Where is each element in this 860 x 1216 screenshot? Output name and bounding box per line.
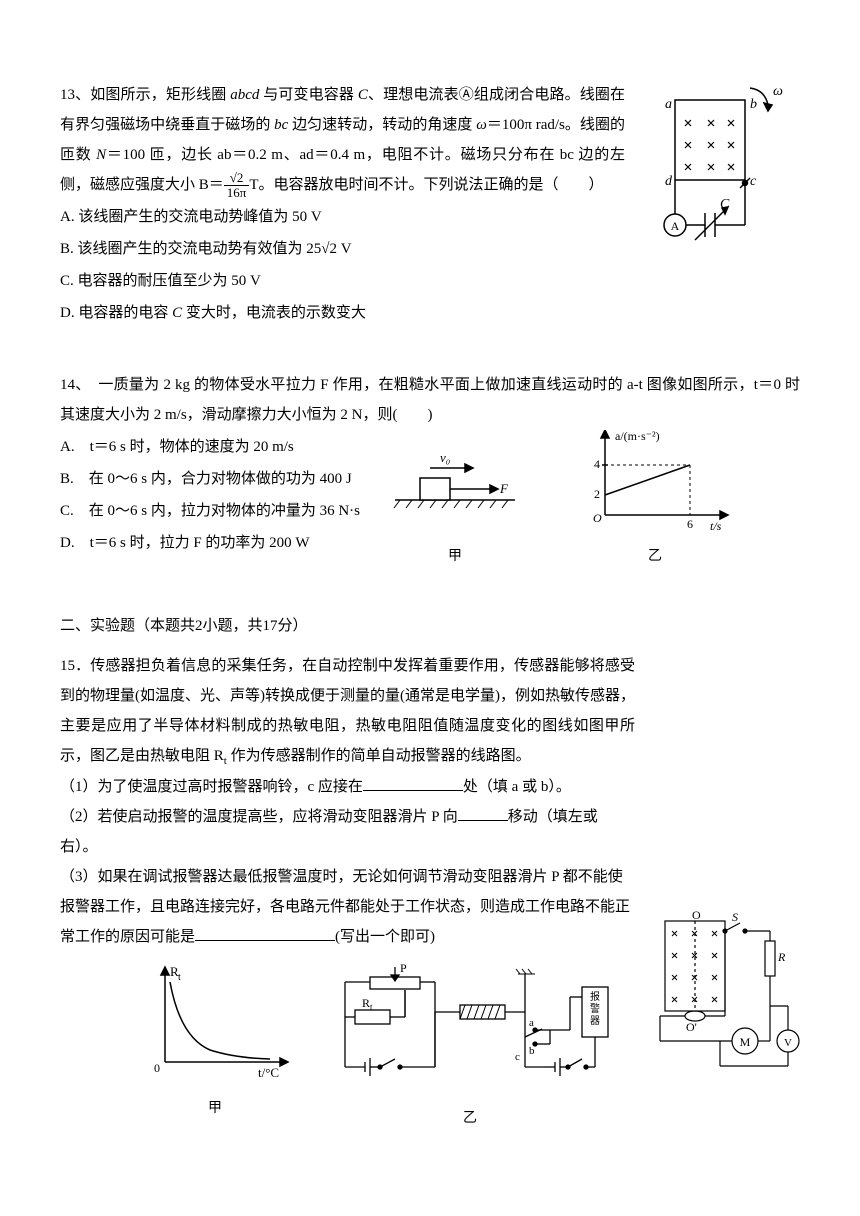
q15-sub2: （2）若使启动报警的温度提高些，应将滑动变阻器滑片 P 向移动（填左或右）。 [60,802,800,862]
q14-option-d: D. t＝6 s 时，拉力 F 的功率为 200 W [60,528,390,558]
svg-text:c: c [515,1051,520,1063]
blank-input[interactable] [195,922,335,941]
svg-text:V: V [784,1037,792,1049]
svg-text:C: C [720,197,730,212]
svg-text:v₀: v₀ [440,450,450,465]
svg-text:R: R [777,950,786,964]
q13-circuit-figure: ω a b d c [640,80,800,271]
svg-text:a/(m·s⁻²): a/(m·s⁻²) [615,430,660,443]
question-13: ω a b d c [60,80,800,330]
q14-text: 14、 一质量为 2 kg 的物体受水平拉力 F 作用，在粗糙水平面上做加速直线… [60,370,800,430]
svg-text:t/s: t/s [710,519,722,530]
q13-number: 13、 [60,87,90,103]
svg-text:O: O [593,511,602,525]
svg-text:F: F [499,481,509,496]
q15-caption-yi: 乙 [330,1105,610,1133]
q14-option-c: C. 在 0～6 s 内，拉力对物体的冲量为 36 N·s [60,496,390,526]
q14-option-a: A. t＝6 s 时，物体的速度为 20 m/s [60,432,390,462]
svg-text:a: a [665,97,672,112]
svg-text:O: O [692,911,701,922]
question-14: 14、 一质量为 2 kg 的物体受水平拉力 F 作用，在粗糙水平面上做加速直线… [60,370,800,571]
q14-caption-yi: 乙 [580,543,730,571]
blank-input[interactable] [363,772,463,791]
svg-text:6: 6 [687,517,693,530]
q14-number: 14、 [60,377,83,393]
section-2-title: 二、实验题（本题共2小题，共17分） [60,611,800,641]
svg-text:b: b [750,97,757,112]
q14-figure-yi: a/(m·s⁻²) t/s O 2 4 6 乙 [580,430,730,571]
q15-figure-jia: R t t/°C 0 甲 [140,962,290,1133]
svg-text:4: 4 [594,457,600,471]
q15-figure-yi: R t P [330,962,610,1133]
svg-text:b: b [529,1045,535,1057]
q15-number: 15． [60,658,90,674]
q15-caption-jia: 甲 [140,1095,290,1123]
q13-option-d: D. 电容器的电容 C 变大时，电流表的示数变大 [60,298,800,328]
q15-sub1: （1）为了使温度过高时报警器响铃，c 应接在处（填 a 或 b）。 [60,772,800,802]
q14-option-b: B. 在 0～6 s 内，合力对物体做的功为 400 J [60,464,390,494]
svg-text:器: 器 [590,1015,600,1027]
svg-text:报: 报 [590,990,600,1003]
q15-figure-right: O O' S [650,911,800,1092]
svg-text:P: P [400,962,407,975]
q15-text: 15．传感器担负着信息的采集任务，在自动控制中发挥着重要作用，传感器能够将感受到… [60,651,800,772]
svg-text:ω: ω [773,84,783,99]
svg-text:O': O' [686,1020,697,1034]
svg-text:S: S [732,911,738,924]
svg-text:t: t [178,972,181,983]
svg-text:c: c [750,174,757,189]
svg-text:A: A [671,219,680,233]
svg-text:0: 0 [154,1061,160,1075]
svg-text:2: 2 [594,487,600,501]
fraction: √216π [224,171,250,201]
svg-text:t/°C: t/°C [258,1065,279,1080]
svg-text:d: d [665,174,673,189]
question-15: O O' S [60,651,800,1133]
q14-figure-jia: v₀ F 甲 [390,440,520,571]
svg-text:M: M [740,1035,751,1049]
svg-text:a: a [529,1017,534,1029]
svg-text:R: R [362,996,370,1010]
svg-text:警: 警 [590,1002,600,1015]
blank-input[interactable] [458,802,508,821]
q14-caption-jia: 甲 [390,543,520,571]
